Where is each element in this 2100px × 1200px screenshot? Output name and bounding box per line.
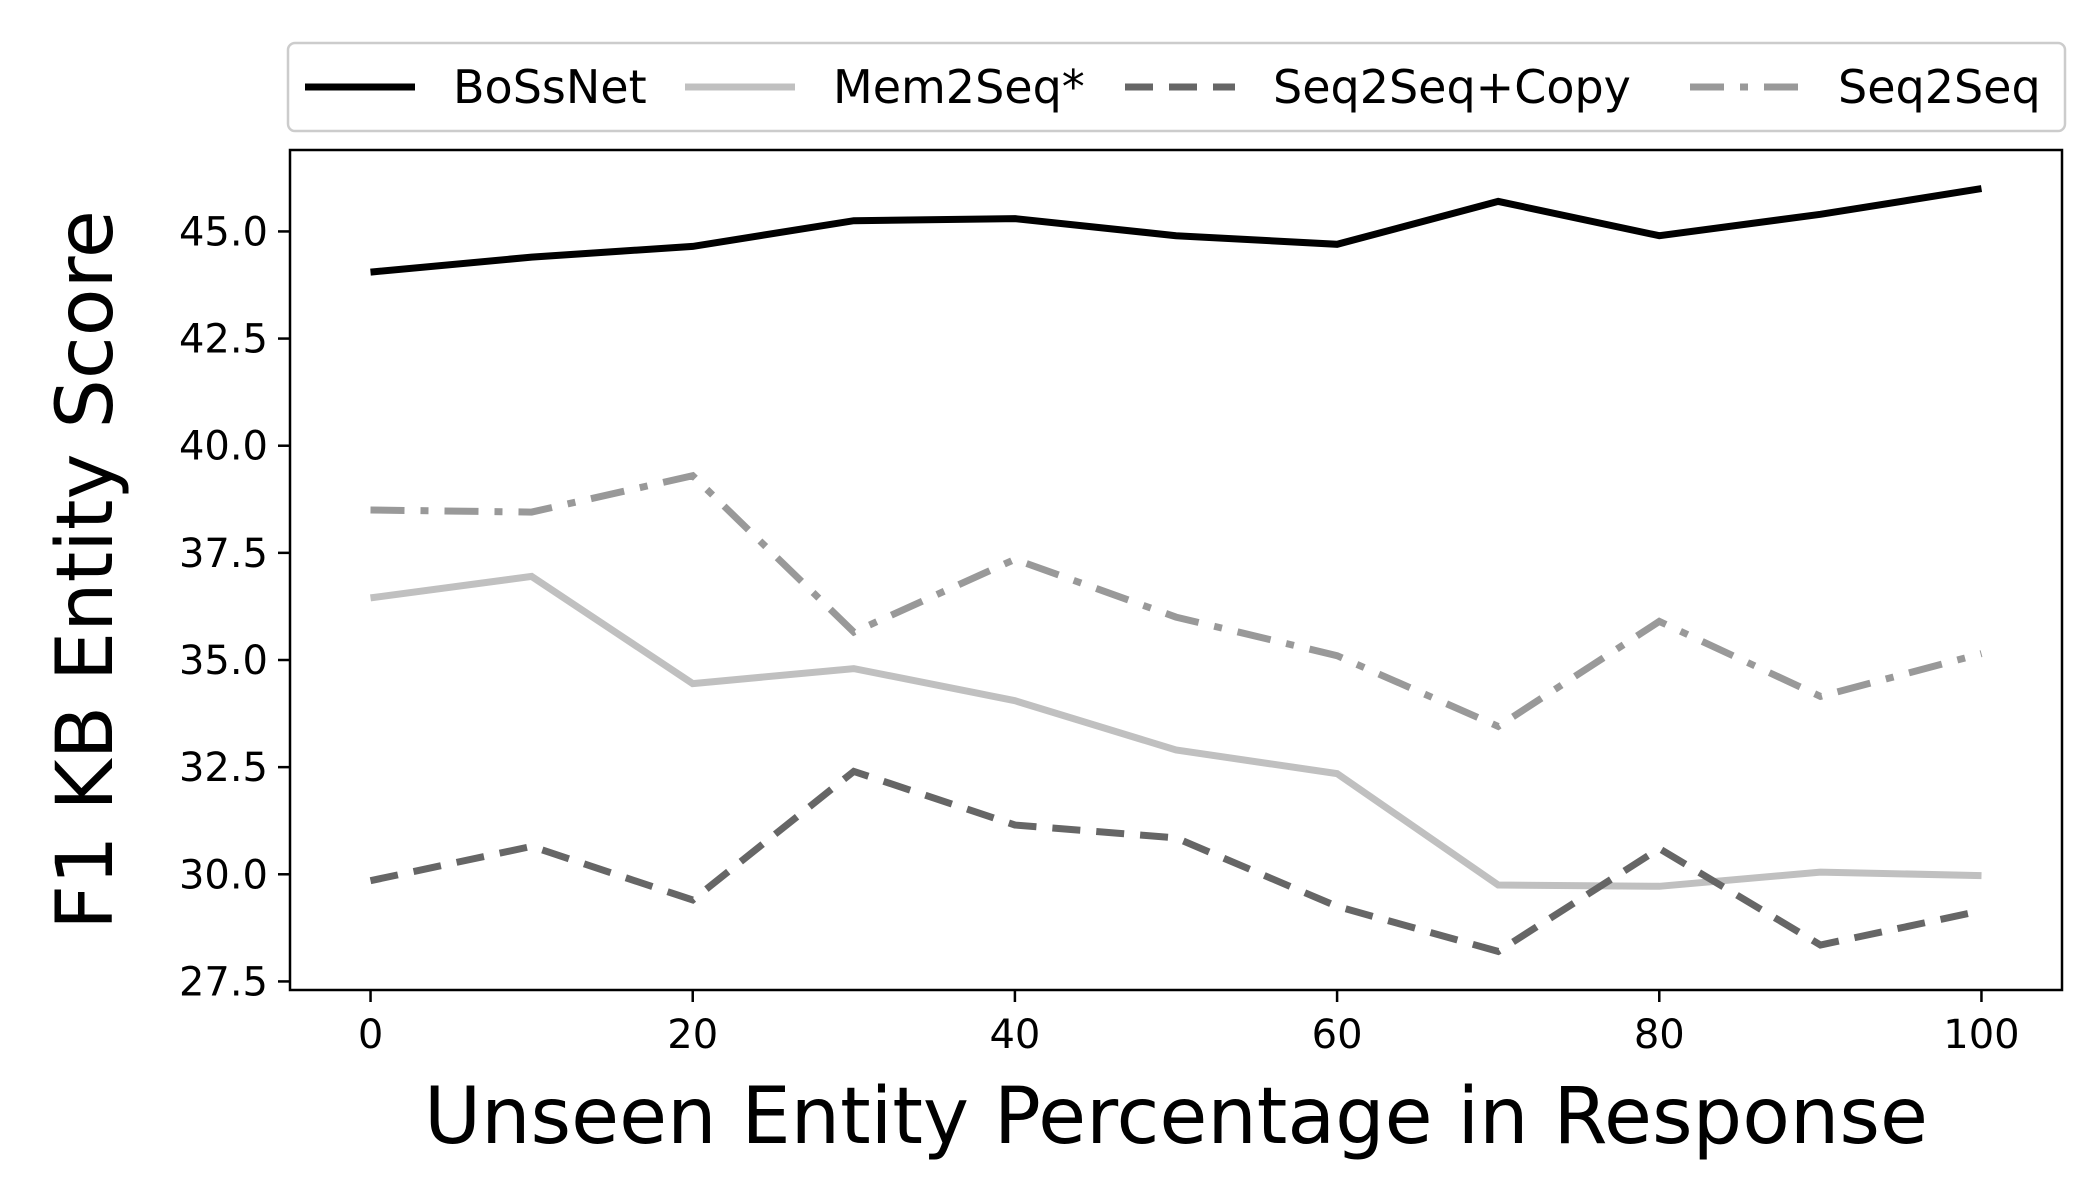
x-tick-label: 100 — [1943, 1012, 2019, 1058]
x-tick-label: 40 — [989, 1012, 1040, 1058]
series-layer — [369, 185, 1983, 956]
series-line-3 — [370, 471, 1983, 731]
x-axis: 0 20 40 60 80 100 — [358, 990, 2020, 1058]
y-tick-label: 40.0 — [179, 424, 268, 470]
series-line-2 — [369, 767, 1983, 956]
x-tick-label: 20 — [667, 1012, 718, 1058]
legend-label: BoSsNet — [453, 60, 647, 114]
legend-label: Mem2Seq* — [833, 60, 1085, 114]
x-axis-title: Unseen Entity Percentage in Response — [424, 1072, 1928, 1162]
legend: BoSsNet Mem2Seq* Seq2Seq+Copy Seq2Seq — [286, 41, 2067, 133]
y-axis-title: F1 KB Entity Score — [41, 210, 131, 930]
y-tick-label: 27.5 — [179, 959, 268, 1005]
legend-label: Seq2Seq+Copy — [1273, 60, 1631, 114]
y-tick-label: 35.0 — [179, 638, 268, 684]
y-tick-label: 45.0 — [179, 209, 268, 255]
y-axis: 27.5 30.0 32.5 35.0 37.5 40.0 42.5 45.0 — [179, 209, 290, 1005]
y-tick-label: 32.5 — [179, 745, 268, 791]
legend-label: Seq2Seq — [1838, 60, 2041, 114]
series-line-0 — [370, 185, 1983, 276]
y-tick-label: 37.5 — [179, 531, 268, 577]
x-tick-label: 80 — [1634, 1012, 1685, 1058]
y-tick-label: 42.5 — [179, 317, 268, 363]
plot-area-frame — [288, 148, 2064, 992]
x-tick-label: 0 — [358, 1012, 383, 1058]
x-tick-label: 60 — [1312, 1012, 1363, 1058]
y-tick-label: 30.0 — [179, 852, 268, 898]
